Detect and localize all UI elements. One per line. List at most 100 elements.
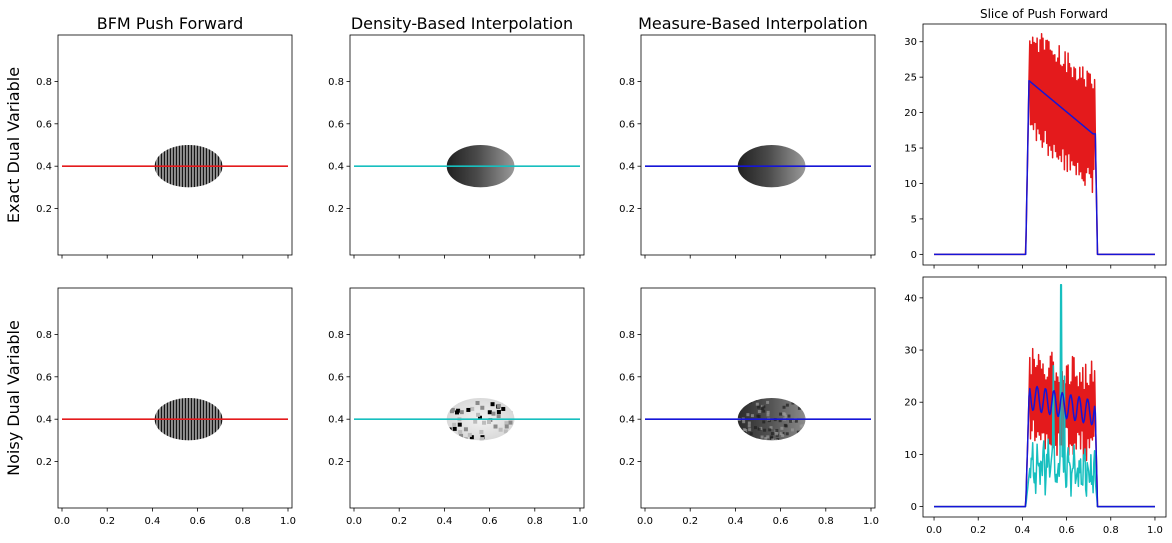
plot-area [350,288,584,508]
y-tick-label: 0.2 [328,204,344,215]
y-tick-label: 10 [904,179,917,190]
image-texture [757,405,761,409]
series-line-blue [934,79,1155,256]
x-tick-label: 0.8 [527,516,543,527]
image-texture [785,403,789,407]
image-speckle [475,400,480,405]
image-speckle [503,429,508,434]
plot-frame [349,287,585,509]
y-tick-label: 0.8 [619,77,635,88]
plot-area [58,35,292,255]
slice-panel-2: 0 10 20 30 40 0.0 0.2 0.4 0.6 0.8 1.0 [904,276,1167,536]
x-tick-label: 0.2 [970,525,986,536]
image-texture [780,426,784,430]
y-tick-label: 0.6 [328,372,344,383]
image-speckle [457,422,462,427]
y-tick-label: 0.6 [36,119,52,130]
image-speckle [466,407,471,412]
image-texture [779,432,783,436]
x-tick-label: 0.2 [99,516,115,527]
image-speckle [476,412,481,417]
image-speckle [491,411,496,416]
image-texture [750,414,754,418]
col-title-bfm: BFM Push Forward [97,14,243,33]
image-speckle [487,410,492,415]
y-tick-label: 0.8 [328,330,344,341]
image-texture [797,406,801,410]
y-tick-label: 40 [904,293,917,304]
image-speckle [504,421,509,426]
y-tick-label: 0.2 [36,457,52,468]
image-speckle [470,406,475,411]
image-texture [775,429,779,433]
x-tick-label: 0.4 [1014,525,1030,536]
image-texture [760,407,764,411]
heatmap-panel-5: 0.2 0.4 0.6 0.8 0.0 0.2 0.4 0.6 0.8 1.0 [328,287,588,527]
y-tick-label: 0.4 [36,415,52,426]
image-speckle [493,424,498,429]
y-tick-label: 20 [904,398,917,409]
y-tick-label: 0.6 [619,119,635,130]
image-speckle [459,433,464,438]
x-tick-label: 0.2 [391,516,407,527]
image-texture [753,426,757,430]
image-speckle [458,430,463,435]
y-tick-label: 15 [904,144,917,155]
image-speckle [473,419,478,424]
plot-area [641,288,875,508]
image-texture [766,410,770,414]
image-texture [757,410,761,414]
y-tick-label: 5 [911,214,917,225]
y-tick-label: 0.4 [619,162,635,173]
x-tick-label: 0.0 [637,516,653,527]
x-tick-label: 0.6 [1059,525,1075,536]
image-speckle [480,437,485,441]
image-texture [771,438,775,441]
y-tick-label: 0.4 [619,415,635,426]
x-tick-label: 0.0 [54,516,70,527]
image-texture [757,414,761,418]
y-tick-label: 0.4 [328,162,344,173]
image-texture [749,432,753,436]
image-texture [785,432,789,436]
image-speckle [482,420,487,425]
plot-area [641,35,875,255]
x-tick-label: 1.0 [572,516,588,527]
x-tick-label: 0.0 [926,525,942,536]
image-texture [782,405,786,409]
x-tick-label: 0.0 [346,516,362,527]
image-texture [784,414,788,418]
image-texture [775,439,779,441]
image-texture [762,405,766,409]
plot-frame [640,34,876,256]
image-speckle [452,422,457,427]
col-title-slice: Slice of Push Forward [980,7,1108,21]
image-texture [764,436,768,440]
image-speckle [487,419,492,424]
image-speckle [452,426,457,431]
image-texture [744,428,748,432]
image-speckle [469,435,474,440]
image-speckle [490,402,495,407]
x-tick-label: 1.0 [280,516,296,527]
image-speckle [450,407,455,412]
image-speckle [456,408,461,413]
y-tick-label: 0.2 [619,457,635,468]
y-tick-label: 20 [904,108,917,119]
plot-frame [922,23,1167,266]
plot-frame [922,276,1167,518]
image-speckle [496,414,501,419]
y-tick-label: 0.4 [328,415,344,426]
image-texture [770,432,774,436]
y-tick-label: 25 [904,73,917,84]
plot-area [58,288,292,508]
y-tick-label: 0.6 [328,119,344,130]
y-tick-label: 0.8 [619,330,635,341]
image-speckle [496,409,501,414]
image-texture [791,401,795,405]
image-texture [769,436,773,440]
x-tick-label: 0.6 [773,516,789,527]
image-texture [778,419,782,423]
heatmap-panel-4: 0.2 0.4 0.6 0.8 0.0 0.2 0.4 0.6 0.8 1.0 [36,287,296,527]
